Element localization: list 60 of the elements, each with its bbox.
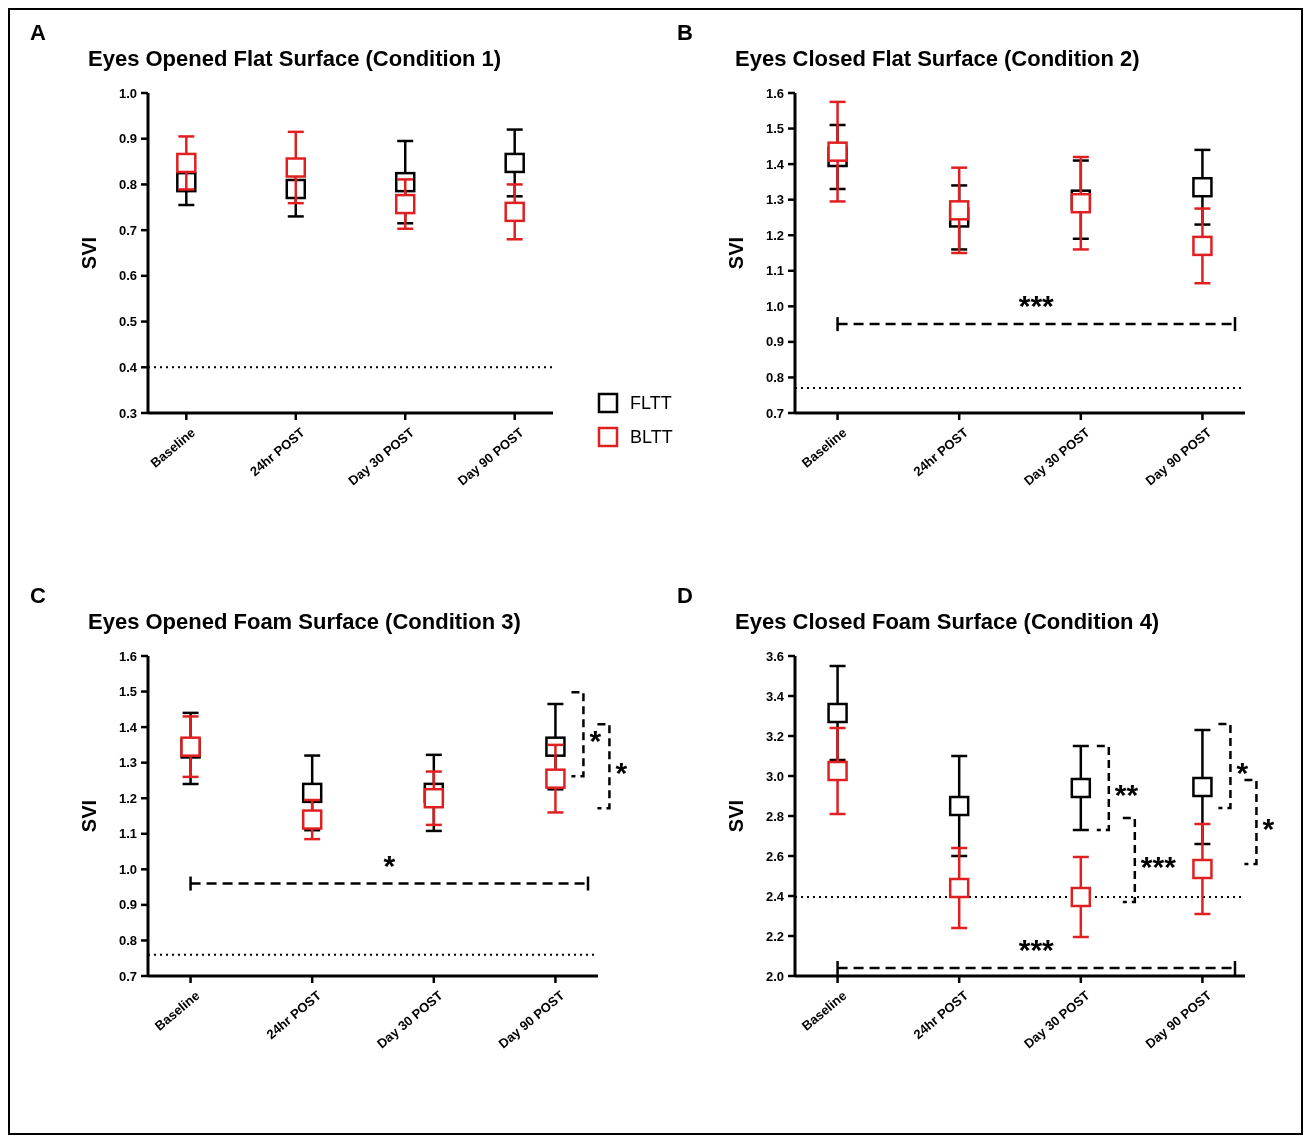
annotation: * [589,723,602,757]
y-tick-label: 0.9 [118,897,137,913]
y-tick-label: 0.7 [118,968,137,984]
y-tick-label: 1.2 [118,790,137,806]
annotation: * [1236,755,1249,789]
chart-title: Eyes Opened Flat Surface (Condition 1) [88,46,502,71]
y-tick-label: 0.9 [118,131,137,147]
y-tick-label: 1.1 [118,826,137,842]
y-tick-label: 3.2 [765,728,784,744]
y-axis-title: SVI [78,236,100,270]
annotation: * [615,755,628,789]
y-tick-label: 1.0 [118,861,137,877]
annotation: * [1262,811,1275,845]
y-tick-label: 1.6 [765,85,784,101]
ref-line-label: * [383,848,396,882]
y-tick-label: 1.3 [765,192,784,208]
annotation: *** [1140,849,1177,883]
y-tick-label: 0.8 [118,176,137,192]
y-tick-label: 1.0 [118,85,137,101]
ref-line-label: *** [1018,933,1055,966]
y-tick-label: 2.4 [765,888,785,904]
y-tick-label: 1.0 [765,298,784,314]
y-tick-label: 0.8 [765,369,784,385]
y-axis-title: SVI [78,799,100,833]
y-tick-label: 1.4 [118,719,138,735]
y-tick-label: 0.4 [118,359,138,375]
annotation: ** [1114,777,1139,811]
y-tick-label: 1.4 [765,156,785,172]
ref-line-label: *** [1018,289,1055,323]
y-tick-label: 3.6 [765,648,784,664]
text: D [677,583,693,608]
chart-title: Eyes Opened Foam Surface (Condition 3) [88,609,521,634]
chart-title: Eyes Closed Flat Surface (Condition 2) [735,46,1140,71]
y-tick-label: 1.6 [118,648,137,664]
y-tick-label: 1.5 [765,121,784,137]
y-tick-label: 2.6 [765,848,784,864]
y-tick-label: 0.7 [765,405,784,421]
y-tick-label: 0.9 [765,334,784,350]
legend-label: FLTT [630,393,672,414]
y-axis-title: SVI [725,799,747,833]
text: C [30,583,46,608]
y-tick-label: 0.8 [118,932,137,948]
chart-title: Eyes Closed Foam Surface (Condition 4) [735,609,1160,634]
y-tick-label: 2.8 [765,808,784,824]
y-tick-label: 1.5 [118,684,137,700]
y-tick-label: 3.0 [765,768,784,784]
y-tick-label: 1.3 [118,755,137,771]
y-tick-label: 2.2 [765,928,784,944]
y-tick-label: 1.1 [765,263,784,279]
y-tick-label: 0.3 [118,405,137,421]
y-tick-label: 0.5 [118,314,137,330]
y-tick-label: 1.2 [765,227,784,243]
text: A [30,20,46,45]
text: B [677,20,693,45]
y-tick-label: 2.0 [765,968,784,984]
legend-label: BLTT [630,427,673,448]
y-tick-label: 3.4 [765,688,785,704]
y-axis-title: SVI [725,236,747,270]
y-tick-label: 0.6 [118,268,137,284]
y-tick-label: 0.7 [118,222,137,238]
